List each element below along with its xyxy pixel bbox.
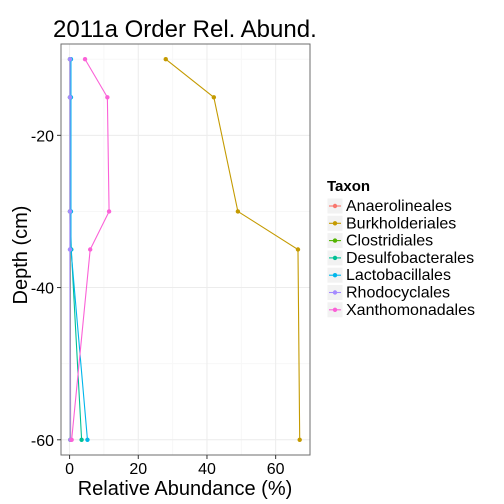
- plot-panel: [61, 44, 310, 455]
- data-point-burkholderiales: [163, 57, 168, 62]
- data-point-burkholderiales: [235, 209, 241, 214]
- legend: Taxon AnaerolinealesBurkholderialesClost…: [326, 178, 475, 319]
- legend-point-lactobacillales: [332, 273, 338, 278]
- data-point-xanthomonadales: [87, 247, 93, 252]
- legend-title: Taxon: [327, 178, 370, 195]
- legend-point-rhodocyclales: [332, 290, 338, 295]
- x-tick-label: 0: [65, 461, 74, 478]
- legend-label-desulfobacterales: Desulfobacterales: [346, 250, 474, 267]
- legend-label-xanthomonadales: Xanthomonadales: [346, 302, 475, 319]
- data-point-desulfobacterales: [79, 437, 84, 442]
- data-point-burkholderiales: [211, 95, 217, 100]
- legend-point-xanthomonadales: [332, 307, 338, 312]
- legend-point-clostridiales: [332, 238, 338, 243]
- plot-border: [60, 43, 311, 456]
- data-point-rhodocyclales: [67, 209, 73, 214]
- legend-label-anaerolineales: Anaerolineales: [346, 198, 452, 215]
- data-point-lactobacillales: [85, 437, 90, 442]
- y-tick-label: -20: [31, 128, 54, 145]
- data-point-xanthomonadales: [69, 437, 74, 442]
- data-point-burkholderiales: [297, 437, 302, 442]
- x-tick-label: 20: [129, 461, 147, 478]
- y-tick-label: -40: [31, 281, 54, 298]
- data-point-xanthomonadales: [105, 95, 110, 100]
- legend-label-lactobacillales: Lactobacillales: [346, 267, 451, 284]
- legend-point-desulfobacterales: [332, 255, 338, 261]
- data-point-rhodocyclales: [67, 247, 73, 252]
- x-tick-label: 40: [198, 461, 216, 478]
- x-axis-title: Relative Abundance (%): [78, 478, 293, 500]
- data-point-xanthomonadales: [106, 209, 112, 214]
- data-point-rhodocyclales: [67, 57, 73, 62]
- legend-point-anaerolineales: [332, 203, 338, 209]
- data-point-rhodocyclales: [67, 95, 73, 100]
- data-point-xanthomonadales: [82, 57, 88, 62]
- legend-label-rhodocyclales: Rhodocyclales: [346, 285, 450, 302]
- data-point-burkholderiales: [295, 247, 301, 252]
- x-tick-label: 60: [267, 461, 285, 478]
- plot-area: 0 20 40 60 -20 -40 -60: [31, 43, 311, 478]
- legend-label-burkholderiales: Burkholderiales: [346, 215, 456, 232]
- y-axis-title: Depth (cm): [10, 206, 32, 305]
- legend-label-clostridiales: Clostridiales: [346, 233, 433, 250]
- chart-title: 2011a Order Rel. Abund.: [53, 16, 317, 43]
- legend-point-burkholderiales: [332, 221, 338, 226]
- y-tick-label: -60: [31, 433, 54, 450]
